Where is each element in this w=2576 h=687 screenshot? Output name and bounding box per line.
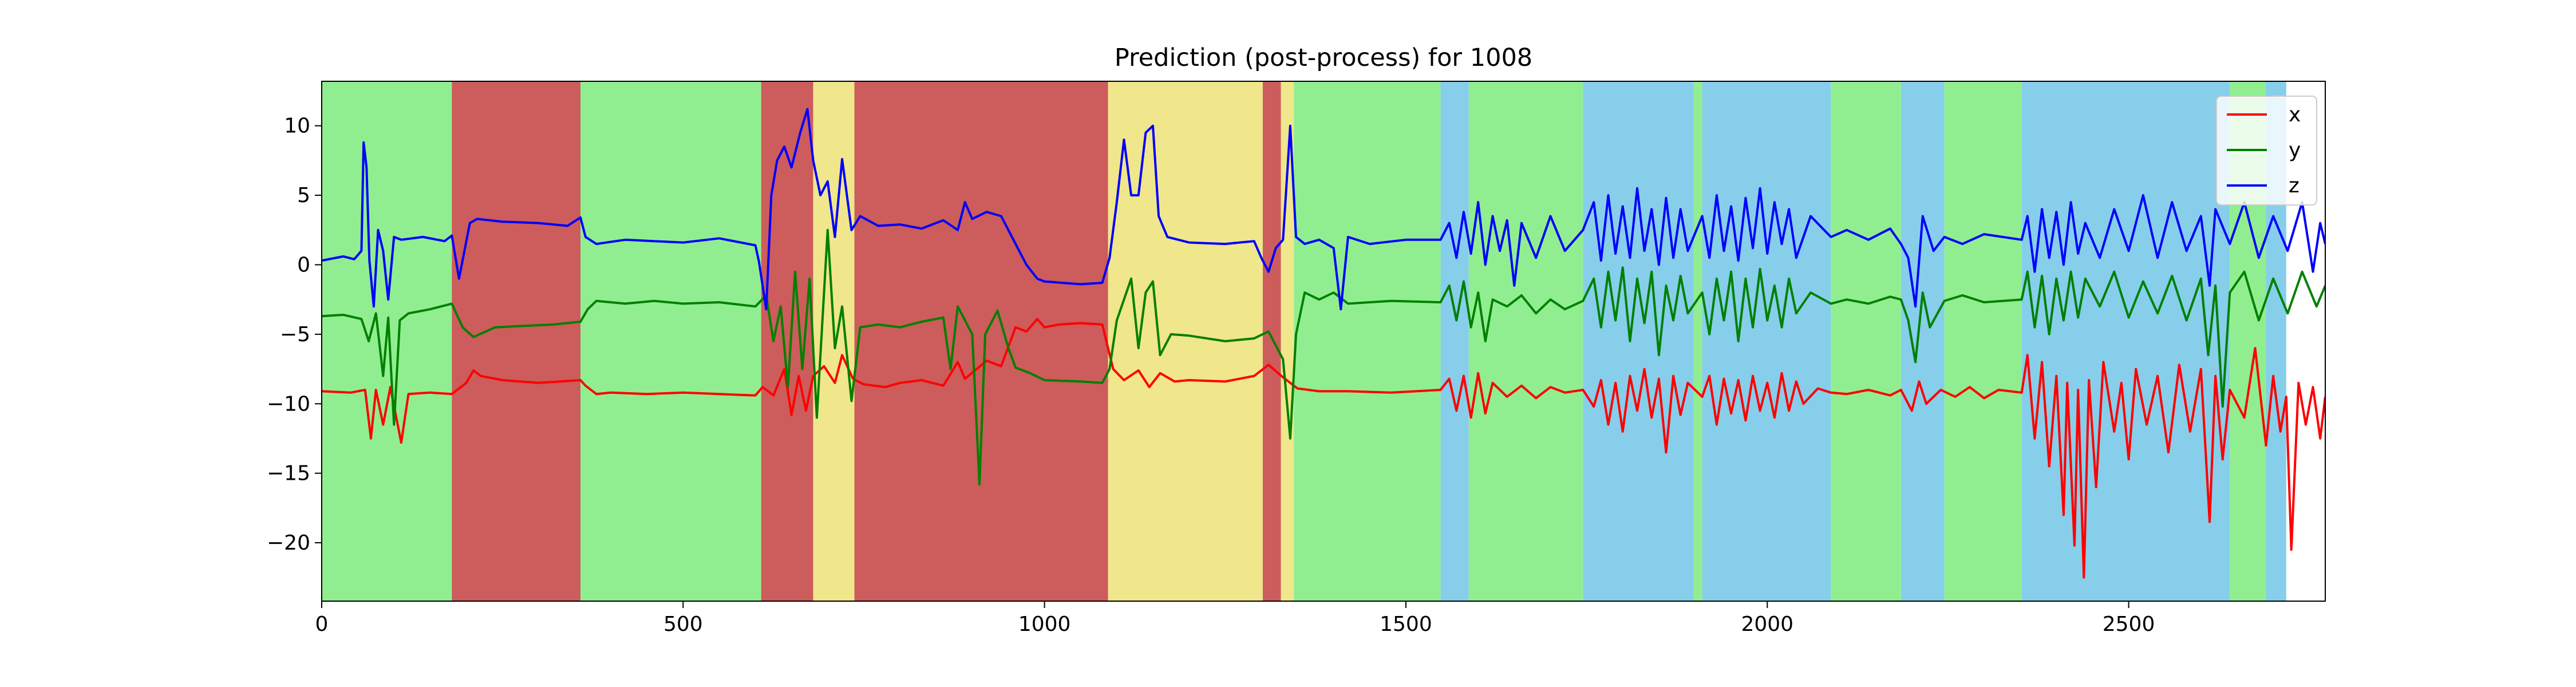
y-tick-label: 0 (297, 253, 310, 277)
region-span-17 (1944, 81, 2022, 601)
series-line-z (322, 108, 2325, 311)
y-tick-label: 5 (297, 184, 310, 207)
region-span-14 (1702, 81, 1831, 601)
region-span-1 (452, 81, 581, 601)
series-lines (322, 108, 2325, 579)
y-tick-label: 10 (284, 114, 310, 138)
legend-label-z: z (2289, 174, 2300, 198)
region-span-9 (1294, 81, 1441, 601)
x-tick-label: 500 (663, 613, 703, 636)
x-tick-label: 2500 (2103, 613, 2155, 636)
legend: xyz (2216, 96, 2317, 206)
region-span-15 (1831, 81, 1901, 601)
x-tick-label: 1000 (1018, 613, 1071, 636)
region-span-12 (1583, 81, 1694, 601)
series-line-y (322, 228, 2325, 486)
x-tick-label: 2000 (1741, 613, 1793, 636)
activity-regions (322, 81, 2286, 601)
chart-title: Prediction (post-process) for 1008 (1115, 44, 1532, 72)
x-tick-label: 0 (315, 613, 329, 636)
y-tick-label: −20 (267, 531, 310, 555)
x-tick-label: 1500 (1380, 613, 1432, 636)
region-span-18 (2021, 81, 2230, 601)
region-span-6 (1108, 81, 1263, 601)
x-axis: 0 500 1000 1500 2000 2500 (315, 601, 2155, 636)
region-span-2 (580, 81, 761, 601)
y-tick-label: −5 (280, 323, 310, 346)
region-span-13 (1693, 81, 1702, 601)
legend-label-y: y (2289, 139, 2301, 162)
region-span-11 (1468, 81, 1583, 601)
legend-label-x: x (2289, 103, 2301, 127)
plot-frame (321, 81, 2326, 602)
region-span-16 (1901, 81, 1945, 601)
region-span-5 (854, 81, 1108, 601)
region-span-7 (1262, 81, 1281, 601)
y-tick-label: −10 (267, 392, 310, 416)
region-span-10 (1440, 81, 1469, 601)
y-tick-label: −15 (267, 462, 310, 485)
series-line-x (322, 318, 2325, 579)
y-axis: 10 5 0 −5 −10 −15 −20 (267, 114, 322, 555)
